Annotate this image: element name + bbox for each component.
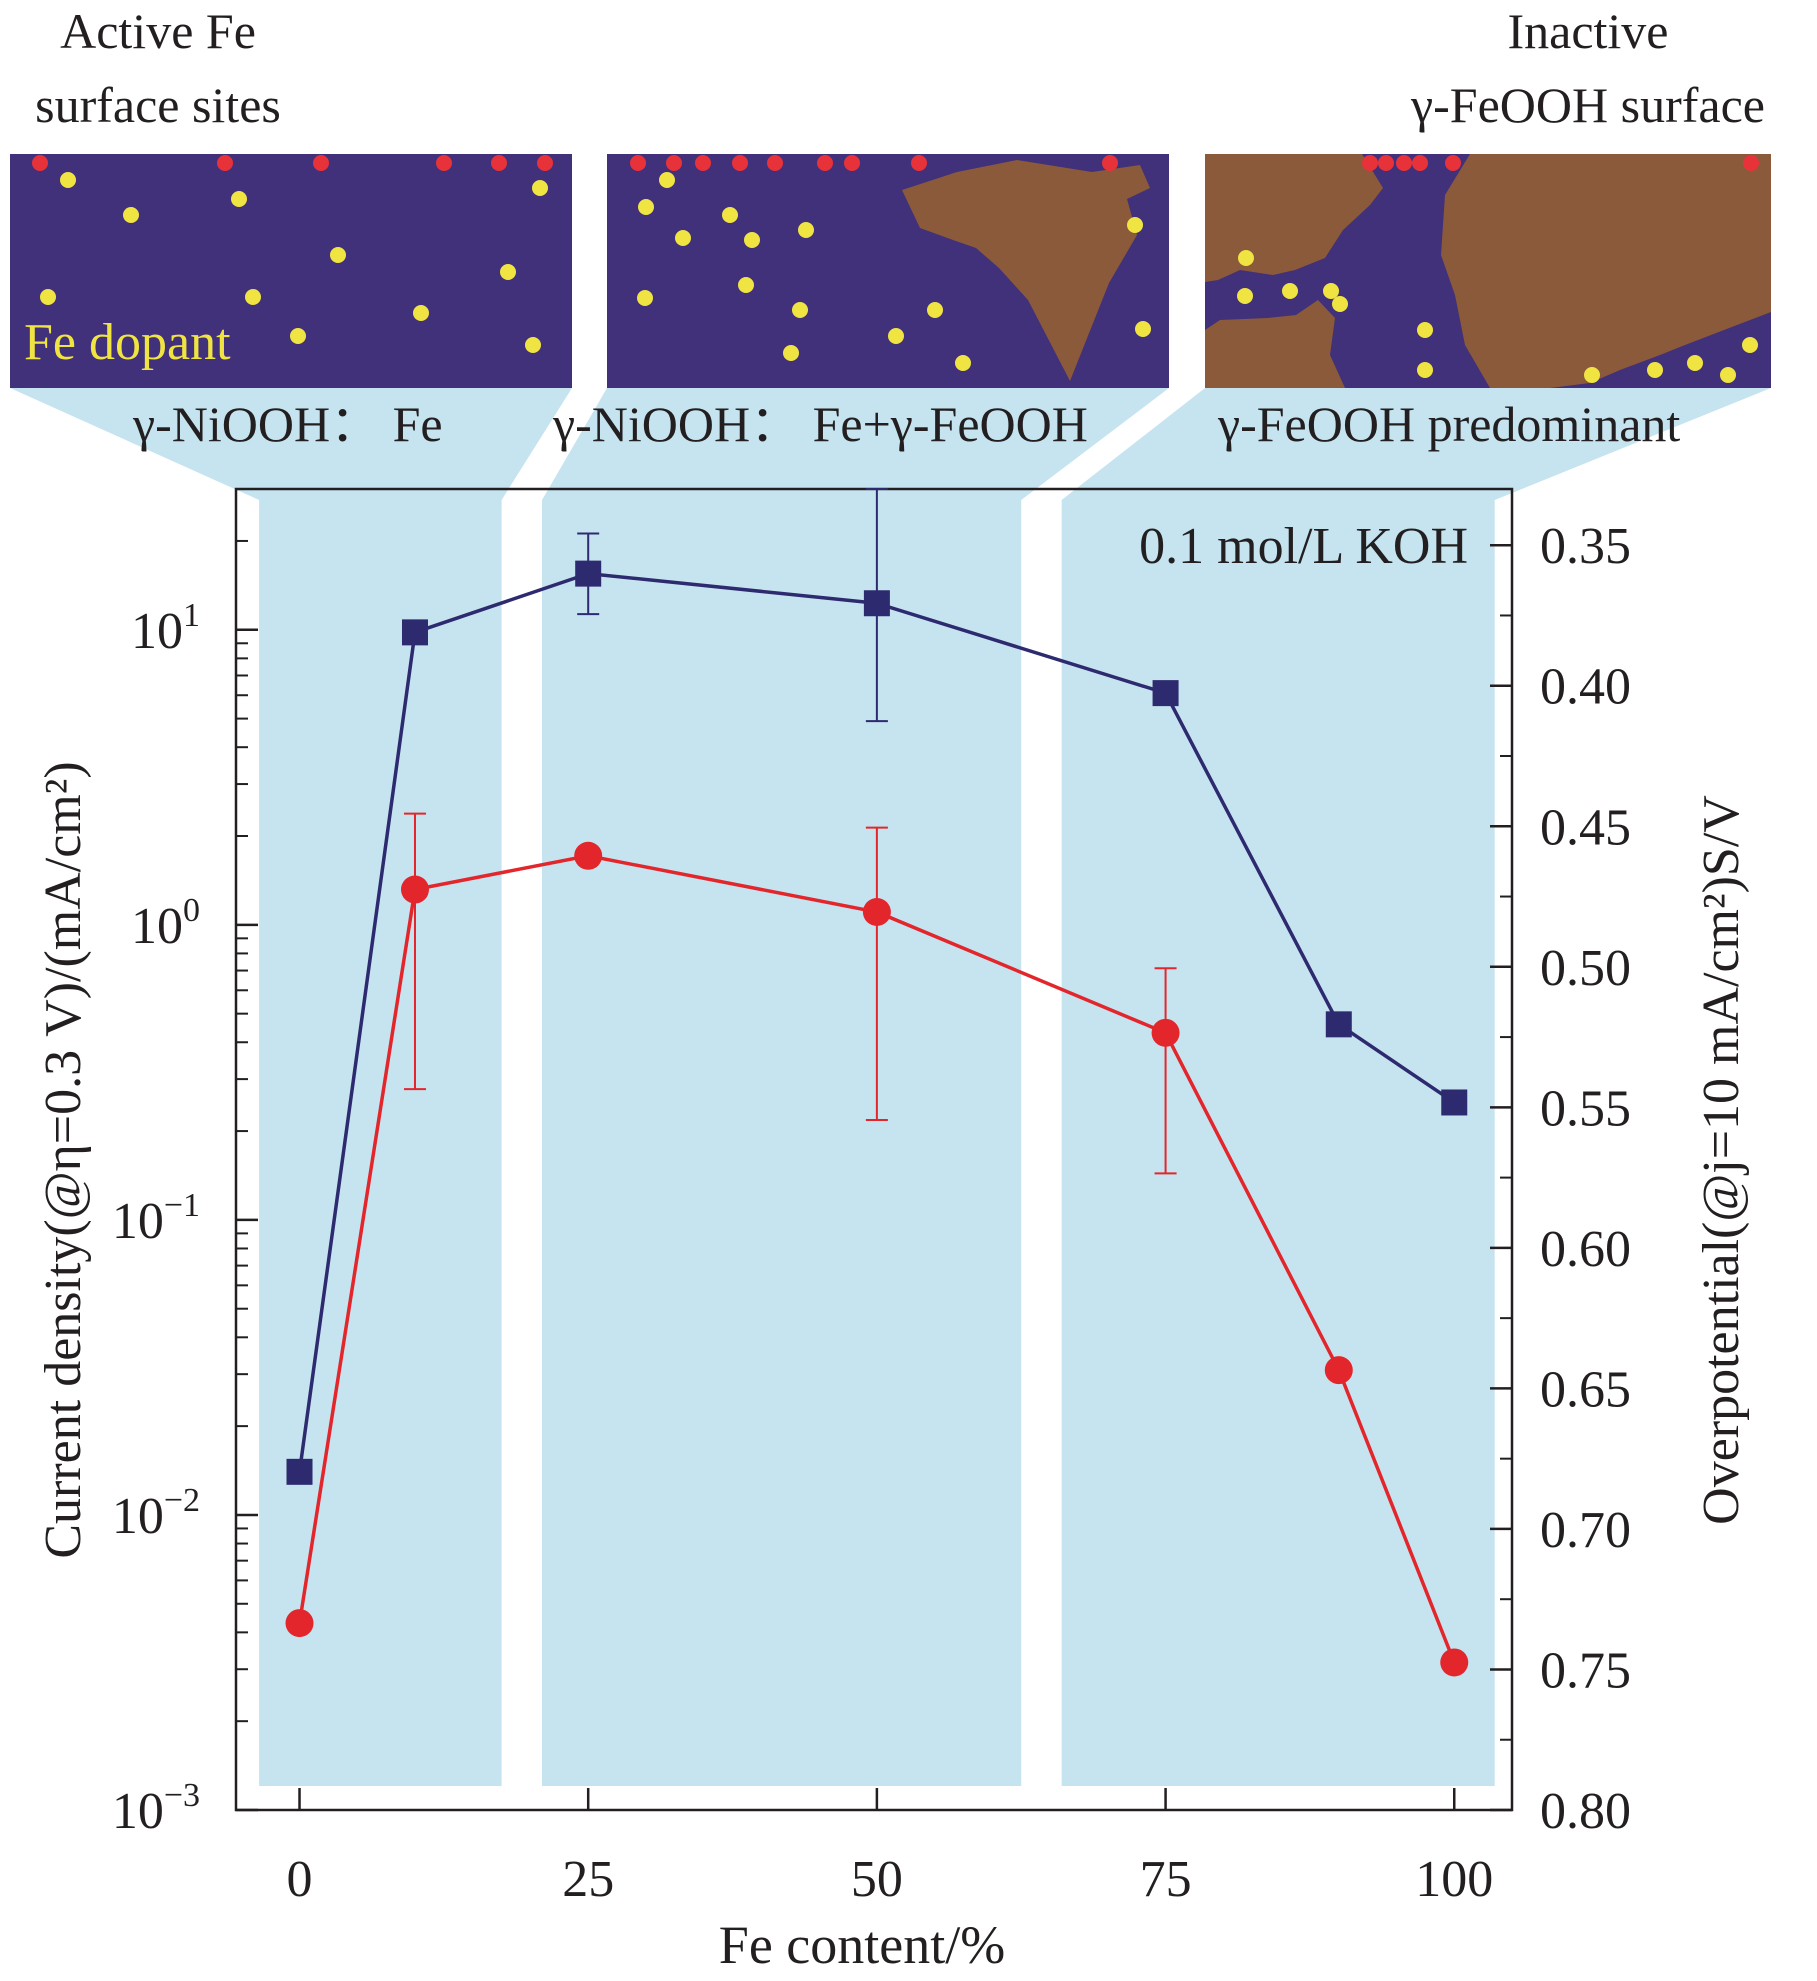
fe-dopants	[40, 172, 548, 353]
right-tick-label: 0.65	[1540, 1361, 1631, 1418]
feooh-domain	[902, 160, 1150, 381]
band-connector-2	[542, 388, 1169, 500]
x-tick-label: 75	[1140, 1851, 1192, 1908]
x-axis-title: Fe content/%	[719, 1915, 1005, 1975]
regime-band-3	[1061, 500, 1495, 1786]
schematic-panel-1: Fe dopant	[10, 154, 572, 388]
left-tick-label: 10−2	[112, 1482, 200, 1545]
plot-series	[285, 488, 1469, 1677]
right-tick-label: 0.35	[1540, 518, 1631, 575]
right-tick-label: 0.45	[1540, 799, 1631, 856]
data-point-circle	[1440, 1648, 1469, 1677]
schematic-panel-2	[607, 154, 1169, 388]
data-point-square	[575, 560, 602, 587]
surface-sites	[630, 155, 1118, 171]
background-bands	[10, 388, 1771, 1786]
regime-label-2: γ-NiOOH： Fe+γ-FeOOH	[552, 396, 1088, 452]
schematic-panel-3	[1205, 154, 1771, 388]
data-point-square	[1441, 1089, 1468, 1116]
right-tick-label: 0.70	[1540, 1502, 1631, 1559]
regime-label-1: γ-NiOOH： Fe	[132, 396, 443, 452]
right-caption-line-2: γ-FeOOH surface	[1410, 77, 1765, 133]
x-tick-label: 25	[562, 1851, 614, 1908]
right-tick-label: 0.55	[1540, 1080, 1631, 1137]
data-point-square	[401, 619, 428, 646]
right-tick-label: 0.80	[1540, 1783, 1631, 1840]
feooh-domain	[1205, 154, 1383, 282]
right-tick-label: 0.50	[1540, 940, 1631, 997]
data-point-square	[1152, 680, 1179, 707]
band-connector-1	[10, 388, 572, 500]
right-tick-label: 0.40	[1540, 659, 1631, 716]
feooh-domain	[1205, 300, 1345, 388]
series-1	[286, 488, 1468, 1485]
right-tick-label: 0.60	[1540, 1221, 1631, 1278]
regime-label-3: γ-FeOOH predominant	[1217, 396, 1680, 452]
surface-sites	[1362, 155, 1759, 171]
data-point-square	[286, 1458, 313, 1485]
series-2	[285, 812, 1469, 1677]
band-connector-3	[1061, 388, 1771, 500]
data-point-circle	[400, 875, 429, 904]
fe-dopants	[637, 172, 1151, 371]
feooh-domain	[1441, 154, 1771, 388]
right-caption-line-1: Inactive	[1507, 3, 1668, 59]
axes: 0 25 50 75 100 101 100 10−1 10−2 10−3 0.35 0.40 0.45…	[112, 488, 1631, 1908]
data-point-square	[1325, 1011, 1352, 1038]
right-tick-label: 0.75	[1540, 1642, 1631, 1699]
x-tick-label: 100	[1415, 1851, 1493, 1908]
x-tick-label: 50	[851, 1851, 903, 1908]
regime-band-1	[259, 500, 502, 1786]
right-y-axis-title: Overpotential(@j=10 mA/cm²)S/V	[1693, 795, 1750, 1525]
data-point-square	[863, 590, 890, 617]
data-point-circle	[862, 898, 891, 927]
left-tick-label: 10−1	[112, 1187, 200, 1250]
data-point-circle	[574, 841, 603, 870]
left-y-axis-title: Current density(@η=0.3 V)/(mA/cm²)	[35, 761, 92, 1558]
x-tick-label: 0	[287, 1851, 313, 1908]
surface-sites	[32, 155, 553, 171]
left-tick-label: 10−3	[112, 1777, 200, 1840]
data-point-circle	[285, 1609, 314, 1638]
left-tick-label: 101	[131, 597, 200, 660]
regime-band-2	[542, 500, 1022, 1786]
fe-dopant-label: Fe dopant	[24, 314, 231, 371]
left-caption-line-2: surface sites	[35, 77, 281, 133]
left-tick-label: 100	[131, 892, 200, 955]
data-point-circle	[1151, 1018, 1180, 1047]
electrolyte-annotation: 0.1 mol/L KOH	[1139, 518, 1468, 575]
fe-dopants	[1237, 250, 1758, 383]
left-caption-line-1: Active Fe	[60, 3, 256, 59]
data-point-circle	[1324, 1356, 1353, 1385]
